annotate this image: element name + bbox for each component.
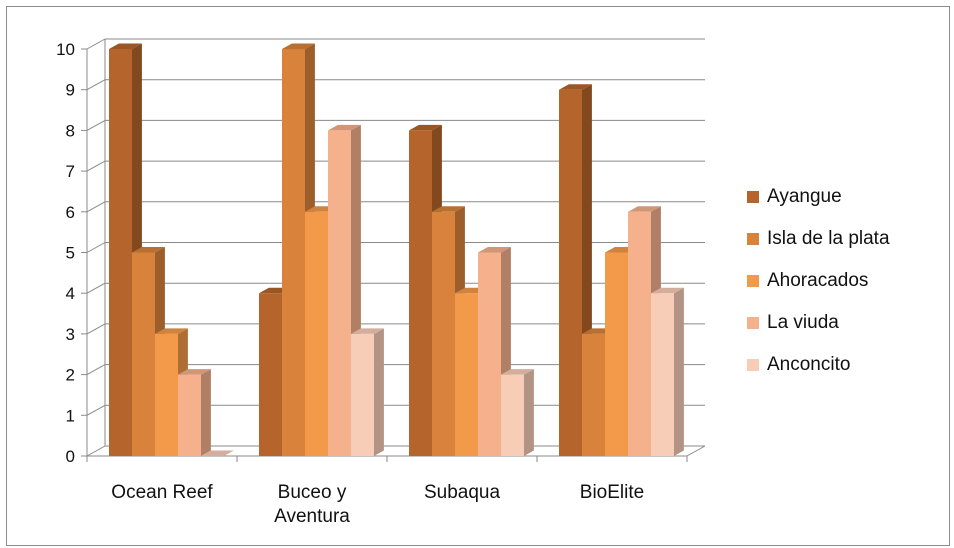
- gridline-depth: [86, 445, 106, 457]
- bar: [651, 293, 674, 456]
- gridline-depth: [86, 323, 106, 335]
- bar-top: [651, 287, 684, 294]
- gridline-depth: [86, 38, 106, 50]
- gridline-depth: [86, 404, 106, 416]
- bar: [155, 333, 178, 456]
- bar: [478, 252, 501, 456]
- bar-side: [674, 287, 684, 456]
- bar-top: [328, 124, 361, 131]
- legend-swatch: [747, 359, 759, 371]
- bar-side: [201, 369, 211, 456]
- legend-swatch: [747, 191, 759, 203]
- legend-label: Anconcito: [767, 354, 850, 375]
- bar: [109, 49, 132, 456]
- bar-top: [559, 84, 592, 90]
- x-tick-label: Ocean Reef: [111, 482, 213, 503]
- x-tick-label: Aventura: [274, 506, 350, 527]
- legend-label: Isla de la plata: [767, 228, 890, 249]
- bar: [628, 211, 651, 456]
- floor-right-edge: [686, 445, 706, 457]
- bar: [282, 49, 305, 456]
- bar: [582, 333, 605, 456]
- y-tick-label: 9: [66, 81, 75, 100]
- bar-top: [282, 43, 315, 49]
- bar-top: [178, 369, 211, 375]
- bar: [559, 89, 582, 456]
- bar-side: [374, 328, 384, 456]
- bar: [605, 252, 628, 456]
- bar: [351, 333, 374, 456]
- bar: [409, 130, 432, 456]
- x-tick-label: BioElite: [580, 482, 644, 503]
- bar-top: [201, 450, 234, 456]
- bar-top: [155, 328, 188, 334]
- bar: [455, 293, 478, 456]
- x-tick-label: Buceo y: [278, 482, 347, 503]
- chart-frame: 0 1 2 3 4 5 6 7 8 9 10 Ocean Reef Buceo y Aventura Sub…: [6, 6, 950, 546]
- y-tick-label: 1: [66, 406, 75, 425]
- y-tick-label: 4: [66, 284, 75, 303]
- bar: [132, 252, 155, 456]
- bar-top: [478, 247, 511, 253]
- bar: [328, 130, 351, 456]
- gridline-depth: [86, 364, 106, 376]
- bar-top: [132, 247, 165, 253]
- bar-chart: 0 1 2 3 4 5 6 7 8 9 10 Ocean Reef Buceo y Aventura Sub…: [56, 38, 890, 527]
- gridline-depth: [86, 160, 106, 172]
- bar: [259, 293, 282, 456]
- gridline-depth: [86, 119, 106, 131]
- bar-top: [628, 206, 661, 212]
- bar: [305, 211, 328, 456]
- bar-side: [524, 369, 534, 456]
- y-tick-label: 10: [56, 40, 75, 59]
- gridline-depth: [86, 242, 106, 253]
- bar-top: [501, 369, 534, 375]
- gridline-depth: [86, 201, 106, 213]
- y-tick-label: 0: [66, 447, 75, 466]
- legend-swatch: [747, 275, 759, 287]
- y-tick-label: 8: [66, 121, 75, 140]
- legend-label: La viuda: [767, 312, 839, 333]
- gridline-depth: [86, 282, 106, 294]
- legend-label: Ahoracados: [767, 270, 868, 291]
- legend-label: Ayangue: [767, 186, 842, 207]
- bar: [178, 374, 201, 456]
- bar-top: [351, 328, 384, 334]
- x-tick-label: Subaqua: [424, 482, 501, 503]
- bar-top: [432, 206, 465, 212]
- legend-swatch: [747, 233, 759, 245]
- bar: [432, 211, 455, 456]
- gridline-depth: [86, 79, 106, 91]
- bar-top: [409, 124, 442, 131]
- y-tick-label: 7: [66, 162, 75, 181]
- y-tick-label: 2: [66, 366, 75, 385]
- legend-swatch: [747, 317, 759, 329]
- bar-top: [109, 43, 142, 49]
- y-tick-label: 5: [66, 244, 75, 263]
- y-tick-label: 3: [66, 325, 75, 344]
- y-tick-label: 6: [66, 203, 75, 222]
- bar: [501, 374, 524, 456]
